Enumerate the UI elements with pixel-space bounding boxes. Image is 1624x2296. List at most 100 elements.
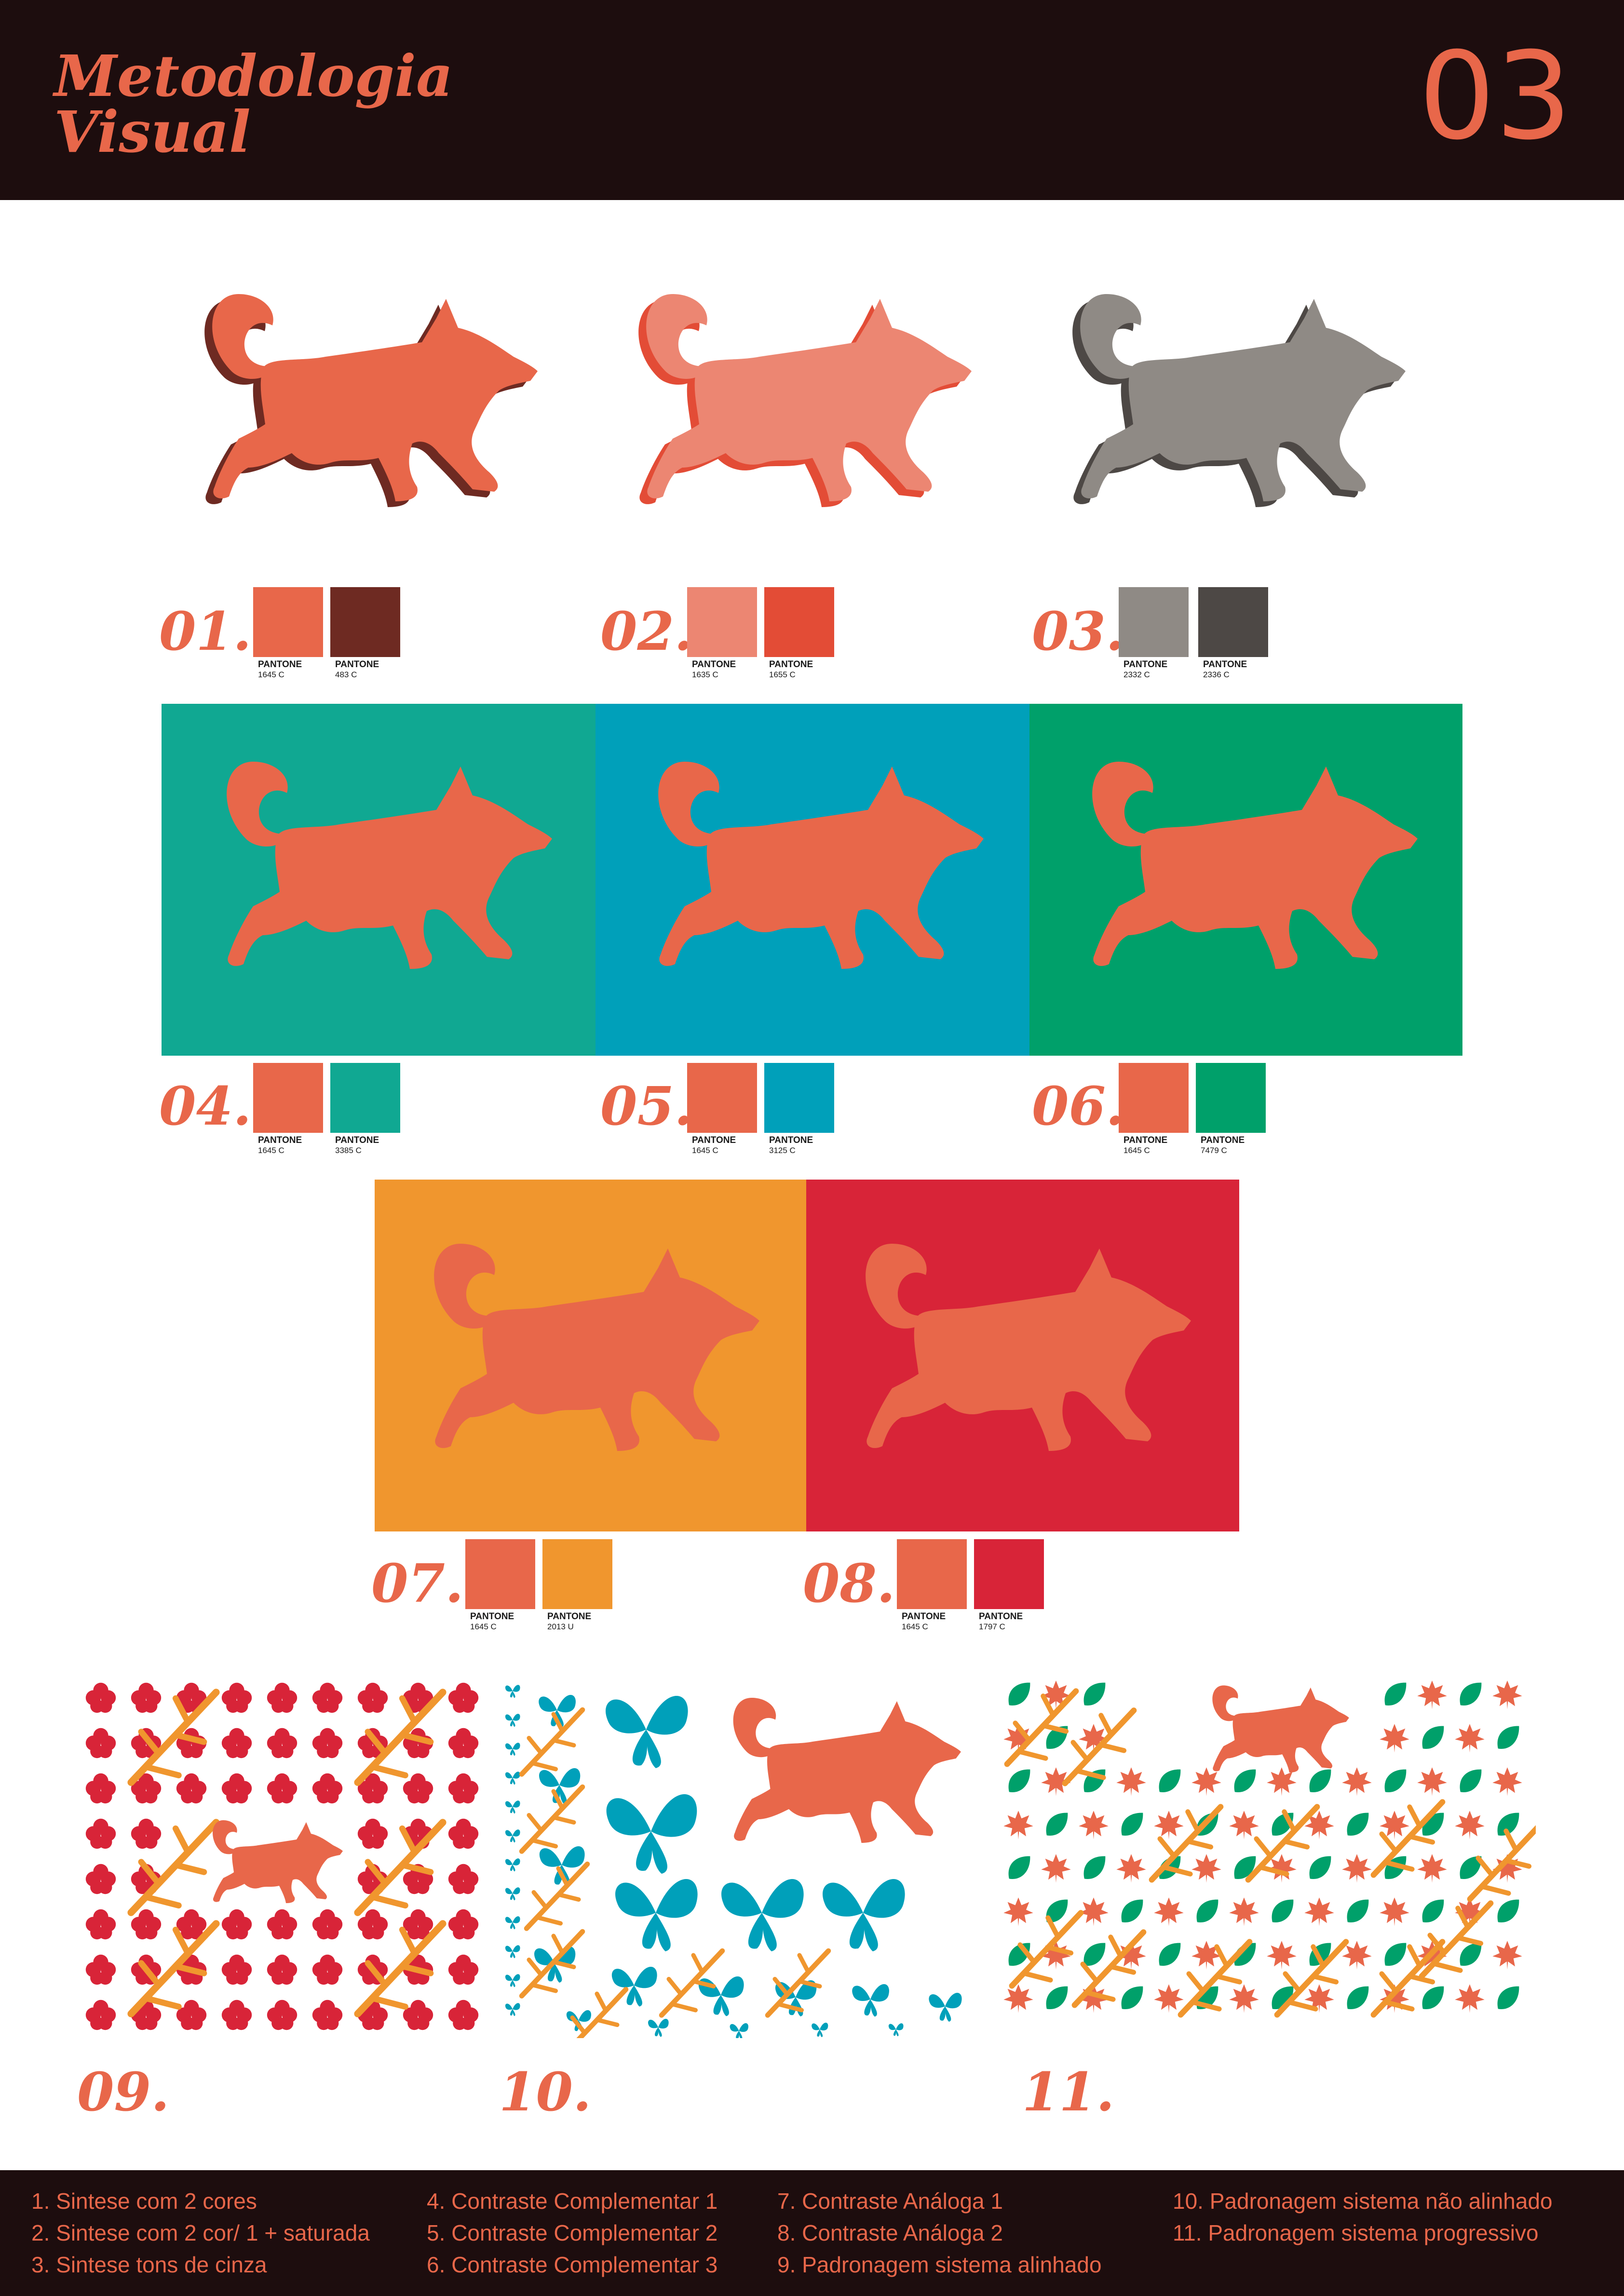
butterfly-icon: [812, 2023, 828, 2037]
leaf-icon: [1046, 1813, 1068, 1836]
pantone-08-a: PANTONE 1645 C: [902, 1611, 946, 1631]
swatch-03-b: [1198, 587, 1268, 657]
dog-illustration-02: [627, 284, 988, 525]
variant-label-08: 08.: [803, 1552, 895, 1614]
swatch-07-b: [542, 1539, 612, 1609]
leaf-icon: [1460, 1769, 1482, 1793]
pantone-02-a: PANTONE 1635 C: [692, 659, 736, 679]
flower-icon: [176, 1773, 207, 1804]
dog-illustration-04: [207, 752, 569, 993]
variant-label-06: 06.: [1032, 1075, 1124, 1137]
flower-icon: [267, 1909, 298, 1940]
butterfly-icon: [505, 1974, 520, 1987]
flower-icon: [85, 1773, 116, 1804]
maple-leaf-icon: [1116, 1767, 1146, 1796]
butterfly-icon: [823, 1879, 905, 1951]
flower-icon: [85, 1909, 116, 1940]
pantone-08-b: PANTONE 1797 C: [979, 1611, 1023, 1631]
butterfly-icon: [888, 2023, 904, 2037]
butterfly-icon: [505, 1800, 520, 1814]
flower-icon: [221, 1773, 252, 1804]
dog-illustration-01: [193, 284, 555, 525]
flower-icon: [312, 1773, 343, 1804]
pattern-11-progressive: [1003, 1680, 1536, 2038]
maple-leaf-icon: [1041, 1941, 1071, 1970]
pantone-03-a: PANTONE 2332 C: [1123, 659, 1168, 679]
legend-item-7: 7. Contraste Análoga 1: [777, 2189, 1003, 2214]
leaf-icon: [1309, 1856, 1331, 1880]
legend-item-11: 11. Padronagem sistema progressivo: [1173, 2220, 1539, 2245]
pantone-07-a: PANTONE 1645 C: [470, 1611, 514, 1631]
flower-icon: [312, 1909, 343, 1940]
maple-leaf-icon: [1455, 1984, 1485, 2013]
swatch-06-a: [1119, 1063, 1189, 1133]
maple-leaf-icon: [1154, 1811, 1184, 1839]
flower-icon: [267, 1682, 298, 1713]
flower-icon: [131, 1682, 162, 1713]
maple-leaf-icon: [1455, 1724, 1485, 1753]
swatch-05-a: [687, 1063, 757, 1133]
swatch-02-a: [687, 587, 757, 657]
leaf-icon: [1347, 1986, 1369, 2010]
legend-footer: [0, 2170, 1624, 2296]
maple-leaf-icon: [1003, 1811, 1033, 1839]
flower-icon: [403, 2000, 433, 2030]
legend-item-2: 2. Sintese com 2 cor/ 1 + saturada: [31, 2220, 370, 2245]
maple-leaf-icon: [1492, 1767, 1522, 1796]
pattern-label-11: 11.: [1022, 2061, 1115, 2123]
leaf-icon: [1046, 1986, 1068, 2010]
flower-icon: [221, 2000, 252, 2030]
branch-icon: [662, 1951, 722, 2015]
leaf-icon: [1083, 1682, 1106, 1706]
maple-leaf-icon: [1191, 1854, 1221, 1883]
flower-icon: [312, 1954, 343, 1985]
flower-icon: [357, 1909, 388, 1940]
leaf-icon: [1159, 1769, 1181, 1793]
butterfly-icon: [505, 1772, 520, 1785]
flower-icon: [267, 1773, 298, 1804]
leaf-icon: [1347, 1899, 1369, 1923]
leaf-icon: [1159, 1943, 1181, 1966]
butterfly-icon: [721, 1879, 804, 1951]
flower-icon: [448, 2000, 479, 2030]
flower-icon: [448, 1864, 479, 1894]
pantone-04-a: PANTONE 1645 C: [258, 1135, 302, 1155]
swatch-07-a: [465, 1539, 535, 1609]
page-header: [0, 0, 1624, 200]
butterfly-icon: [505, 2003, 520, 2016]
maple-leaf-icon: [1492, 1680, 1522, 1709]
leaf-icon: [1422, 1986, 1444, 2010]
leaf-icon: [1083, 1943, 1106, 1966]
variant-label-04: 04.: [159, 1075, 252, 1137]
flower-icon: [448, 1954, 479, 1985]
flower-icon: [221, 1728, 252, 1759]
leaf-icon: [1121, 1986, 1143, 2010]
butterfly-icon: [606, 1696, 688, 1768]
variant-label-03: 03.: [1032, 600, 1124, 662]
dog-illustration-06: [1073, 752, 1435, 993]
leaf-icon: [1196, 1899, 1218, 1923]
pantone-06-b: PANTONE 7479 C: [1201, 1135, 1245, 1155]
leaf-icon: [1422, 1726, 1444, 1749]
maple-leaf-icon: [1492, 1941, 1522, 1970]
leaf-icon: [1008, 1769, 1030, 1793]
page-number: 03: [1418, 26, 1572, 166]
page-title: Metodologia Visual: [54, 48, 453, 161]
maple-leaf-icon: [1304, 1897, 1334, 1926]
flower-icon: [85, 1682, 116, 1713]
legend-item-10: 10. Padronagem sistema não alinhado: [1173, 2189, 1553, 2214]
leaf-icon: [1497, 1986, 1519, 2010]
butterfly-icon: [505, 1829, 520, 1843]
leaf-icon: [1008, 1682, 1030, 1706]
flower-icon: [267, 1728, 298, 1759]
maple-leaf-icon: [1417, 1680, 1447, 1709]
flower-icon: [221, 1954, 252, 1985]
variant-label-05: 05.: [600, 1075, 693, 1137]
maple-leaf-icon: [1154, 1897, 1184, 1926]
swatch-04-a: [253, 1063, 323, 1133]
leaf-icon: [1272, 1899, 1294, 1923]
legend-item-6: 6. Contraste Complementar 3: [427, 2252, 718, 2277]
leaf-icon: [1497, 1899, 1519, 1923]
flower-icon: [312, 2000, 343, 2030]
pantone-07-b: PANTONE 2013 U: [547, 1611, 592, 1631]
